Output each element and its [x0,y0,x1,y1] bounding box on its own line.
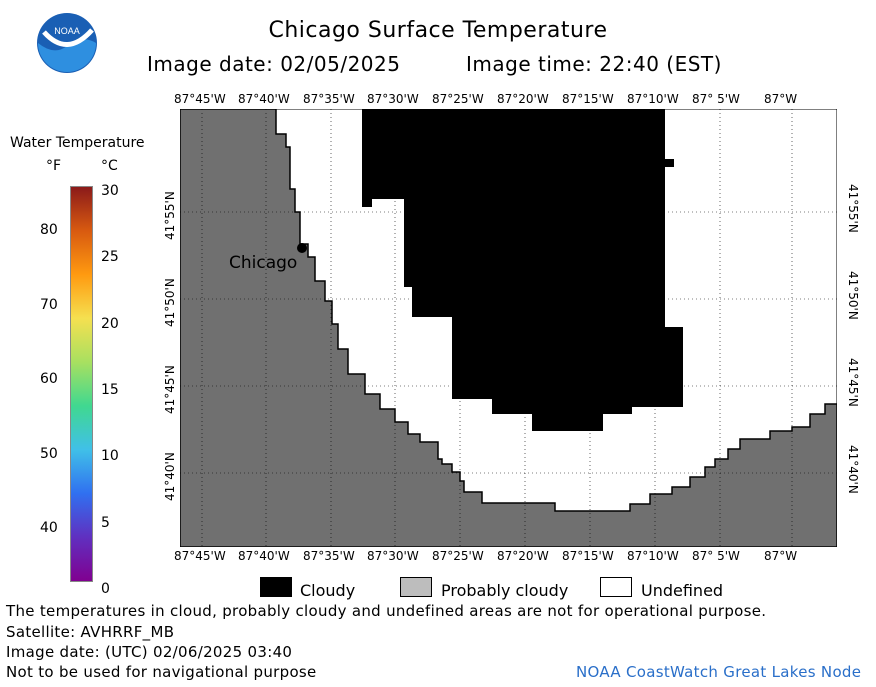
longitude-label: 87°W [764,92,798,106]
colorbar-title: Water Temperature [10,135,145,151]
city-label: Chicago [229,253,298,273]
noaa-logo: NOAA [36,12,98,74]
longitude-label: 87°25'W [432,92,484,106]
longitude-label: 87°20'W [497,549,549,563]
graticule [180,109,837,547]
latitude-label: 41°55'N [163,191,177,240]
longitude-label: 87°W [764,549,798,563]
legend-swatch-undefined [600,577,632,597]
latitude-label: 41°50'N [846,271,860,320]
longitude-label: 87°30'W [367,549,419,563]
celsius-tick-label: 15 [101,381,119,398]
navigation-warning: Not to be used for navigational purpose [6,663,317,681]
longitude-label: 87°25'W [432,549,484,563]
fahrenheit-tick-label: 70 [40,296,58,313]
longitude-label: 87° 5'W [692,549,740,563]
land-area [180,109,837,547]
image-date: Image date: 02/05/2025 [147,52,401,76]
latitude-label: 41°50'N [163,278,177,327]
longitude-label: 87°10'W [627,549,679,563]
fahrenheit-tick-label: 40 [40,520,58,536]
longitude-label: 87°45'W [174,549,226,563]
disclaimer-text: The temperatures in cloud, probably clou… [6,602,767,620]
chicago-marker [297,243,307,253]
satellite-text: Satellite: AVHRRF_MB [6,623,175,641]
longitude-label: 87°10'W [627,92,679,106]
legend-swatch-cloudy [260,577,292,597]
image-time: Image time: 22:40 (EST) [466,52,722,76]
legend-label-cloudy: Cloudy [300,581,356,600]
celsius-tick-label: 20 [101,315,119,332]
latitude-label: 41°45'N [846,358,860,407]
longitude-label: 87° 5'W [692,92,740,106]
longitude-label: 87°15'W [562,92,614,106]
legend-label-undefined: Undefined [641,581,724,600]
celsius-tick-label: 25 [101,249,119,266]
cloud-area [362,109,683,431]
fahrenheit-tick-label: 80 [40,222,58,238]
noaa-credit: NOAA CoastWatch Great Lakes Node [576,663,862,681]
longitude-label: 87°20'W [497,92,549,106]
fahrenheit-tick-label: 60 [40,371,58,387]
unit-fahrenheit: °F [46,158,62,174]
longitude-label: 87°15'W [562,549,614,563]
celsius-tick-label: 0 [101,580,110,597]
fahrenheit-tick-label: 50 [40,445,58,462]
latitude-label: 41°40'N [163,452,177,501]
celsius-tick-label: 10 [101,448,119,465]
celsius-tick-label: 30 [101,183,119,199]
longitude-label: 87°40'W [238,92,290,106]
utc-date-text: Image date: (UTC) 02/06/2025 03:40 [6,643,293,661]
longitude-label: 87°30'W [367,92,419,106]
longitude-label: 87°40'W [238,549,290,563]
celsius-tick-label: 5 [101,514,110,531]
latitude-label: 41°45'N [163,365,177,414]
unit-celsius: °C [101,158,118,174]
legend-swatch-probably-cloudy [400,577,432,597]
longitude-label: 87°45'W [174,92,226,106]
latitude-label: 41°55'N [846,184,860,233]
longitude-label: 87°35'W [303,92,355,106]
latitude-label: 41°40'N [846,445,860,494]
legend-label-probably-cloudy: Probably cloudy [441,581,569,600]
longitude-label: 87°35'W [303,549,355,563]
colorbar [70,186,93,582]
map-frame [180,109,837,547]
map-title: Chicago Surface Temperature [268,18,608,43]
svg-text:NOAA: NOAA [54,26,80,36]
